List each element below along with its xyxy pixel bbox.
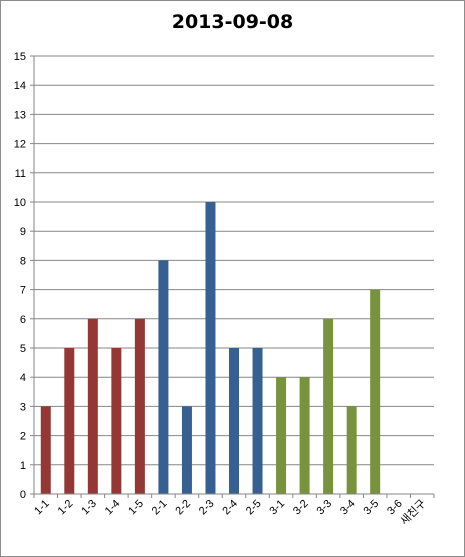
x-tick-label: 3-5 <box>362 498 382 518</box>
x-tick-label: 1-1 <box>32 498 52 518</box>
x-tick-label: 2-2 <box>173 498 193 518</box>
x-tick-label: 2-5 <box>244 498 264 518</box>
y-tick-label: 8 <box>20 255 26 267</box>
axes <box>33 56 434 495</box>
x-axis-ticks: 1-1 1-2 1-3 1-4 1-5 2-1 2-2 2-3 2-4 2-5 3-1 3-2 3-3 3… <box>32 494 435 528</box>
bar-2-1 <box>158 260 169 494</box>
y-tick-label: 10 <box>14 197 26 209</box>
bar-3-4 <box>346 406 357 494</box>
y-tick-label: 15 <box>14 51 26 63</box>
x-tick-label: 2-3 <box>197 498 217 518</box>
y-tick-label: 9 <box>20 226 26 238</box>
gridlines <box>34 55 434 466</box>
bar-3-2 <box>299 377 310 494</box>
y-tick-label: 4 <box>20 372 26 384</box>
y-tick-label: 7 <box>20 285 26 297</box>
bar-3-5 <box>370 289 381 494</box>
bar-1-5 <box>134 318 145 494</box>
y-tick-label: 0 <box>20 489 26 501</box>
y-tick-label: 5 <box>20 343 26 355</box>
y-tick-label: 13 <box>14 109 26 121</box>
y-tick-label: 11 <box>15 168 26 180</box>
bar-2-5 <box>252 348 263 494</box>
bar-3-1 <box>276 377 287 494</box>
x-tick-label: 3-4 <box>338 498 358 518</box>
bar-3-3 <box>323 318 334 494</box>
x-tick-label: 1-5 <box>126 498 146 518</box>
bar-2-2 <box>181 406 192 494</box>
y-tick-label: 1 <box>20 460 26 472</box>
y-tick-label: 2 <box>20 431 26 443</box>
bar-1-3 <box>87 318 98 494</box>
bars <box>40 202 381 494</box>
chart-title: 2013-09-08 <box>171 11 294 33</box>
x-tick-label: 3-3 <box>315 498 335 518</box>
y-tick-label: 14 <box>14 80 26 92</box>
bar-2-4 <box>229 348 239 494</box>
x-tick-label: 1-3 <box>79 498 99 518</box>
bar-1-1 <box>40 406 51 494</box>
x-tick-label: 2-4 <box>220 498 240 518</box>
bar-1-2 <box>64 348 75 494</box>
bar-2-3 <box>205 202 216 494</box>
x-tick-label: 새친구 <box>398 497 429 528</box>
x-tick-label: 3-1 <box>267 498 287 518</box>
y-tick-label: 6 <box>20 314 26 326</box>
x-tick-label: 1-4 <box>103 498 123 518</box>
bar-1-4 <box>111 348 122 494</box>
y-tick-label: 3 <box>20 401 26 413</box>
y-tick-label: 12 <box>14 139 26 151</box>
x-tick-label: 1-2 <box>56 498 76 518</box>
x-tick-label: 3-2 <box>291 498 311 518</box>
x-tick-label: 2-1 <box>150 498 170 518</box>
